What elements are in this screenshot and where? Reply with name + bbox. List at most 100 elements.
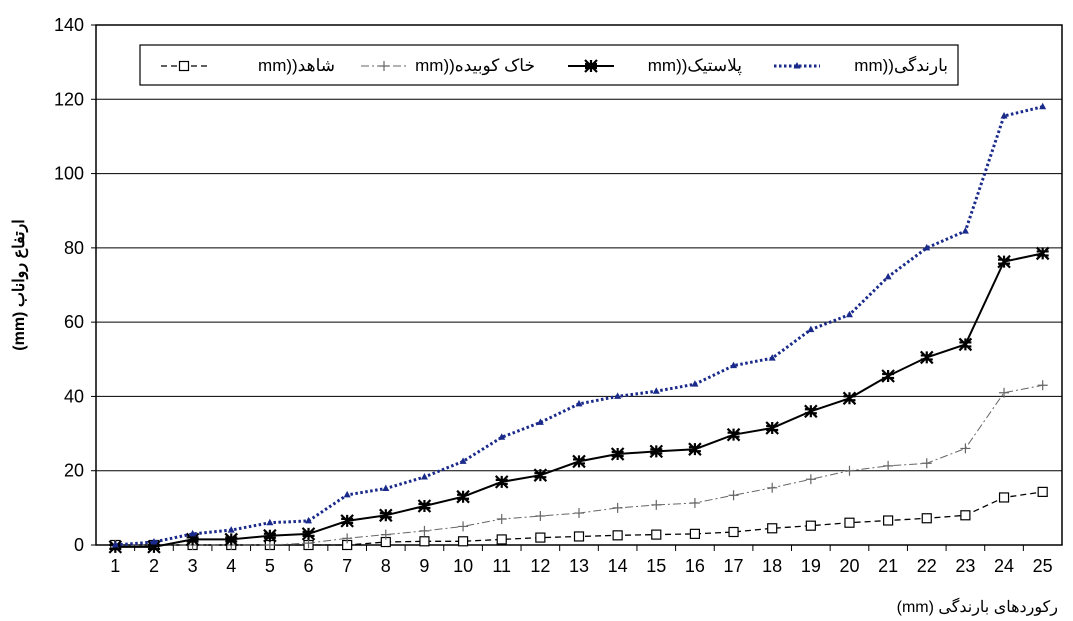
x-axis-title: رکوردهای بارندگی (mm) (897, 597, 1058, 616)
data-point (1037, 486, 1048, 497)
legend-item: شاهد((mm (161, 56, 335, 75)
data-point (380, 529, 391, 540)
data-point (494, 475, 509, 489)
x-tick-label: 17 (724, 556, 744, 576)
y-tick-label: 100 (54, 164, 84, 184)
data-point (150, 538, 158, 545)
data-point (536, 418, 544, 425)
series-3 (108, 246, 1050, 554)
data-point (584, 59, 598, 73)
data-point (844, 517, 855, 528)
data-point (456, 489, 470, 504)
x-tick-label: 18 (762, 556, 782, 576)
plot-area-border (95, 24, 1063, 546)
data-point (459, 457, 467, 464)
data-point (960, 510, 971, 521)
x-tick-label: 15 (646, 556, 666, 576)
legend-box (139, 44, 959, 86)
data-point (842, 391, 857, 406)
data-point (884, 272, 892, 280)
grid-lines (96, 98, 1062, 472)
x-tick-label: 11 (492, 556, 511, 576)
data-point (263, 528, 277, 543)
data-point (535, 511, 546, 522)
data-point (574, 508, 584, 519)
data-point (572, 454, 586, 469)
data-point (960, 443, 971, 454)
data-point (498, 433, 506, 440)
legend-label: پلاستیک((mm (648, 56, 743, 76)
data-point (535, 532, 546, 543)
data-point (178, 60, 190, 72)
y-axis-title: ارتفاع رواناب (mm) (11, 219, 29, 350)
legend: شاهد((mm خاک کوبیده((mm پلاستیک((mm بارندگی… (139, 44, 959, 86)
series-layer (108, 102, 1050, 554)
x-tick-label: 22 (917, 556, 937, 576)
data-point (804, 404, 818, 419)
data-point (185, 532, 200, 547)
x-tick-label: 10 (453, 556, 473, 576)
series-1 (110, 486, 1048, 551)
data-point (726, 427, 741, 442)
data-point (961, 227, 969, 234)
data-point (420, 473, 428, 480)
data-point (765, 421, 779, 435)
data-point (340, 514, 354, 528)
data-point (612, 530, 623, 541)
x-tick-label: 9 (419, 556, 429, 576)
x-tick-label: 16 (685, 556, 705, 576)
data-point (649, 444, 664, 459)
data-point (458, 521, 469, 532)
y-tick-label: 80 (64, 238, 84, 258)
x-tick-label: 7 (342, 556, 352, 576)
data-point (382, 484, 390, 492)
data-point (652, 387, 660, 394)
data-point (496, 534, 507, 545)
y-axis-ticks: 0 20 40 60 80 100 120 140 (54, 15, 96, 555)
data-point (805, 474, 816, 485)
data-point (266, 518, 274, 526)
data-point (807, 325, 815, 333)
data-point (342, 533, 353, 544)
data-point (189, 529, 197, 537)
x-tick-label: 14 (608, 556, 628, 576)
x-tick-label: 8 (381, 556, 391, 576)
legend-label: خاک کوبیده((mm (415, 56, 535, 76)
data-point (1039, 102, 1047, 110)
data-point (379, 61, 389, 71)
data-point (689, 528, 701, 539)
x-tick-label: 23 (955, 556, 975, 576)
data-point (612, 502, 623, 513)
data-point (457, 536, 469, 547)
legend-item: پلاستیک((mm (568, 56, 742, 76)
y-tick-label: 0 (74, 535, 84, 555)
data-point (379, 508, 393, 523)
data-point (730, 361, 738, 369)
series-line (115, 105, 1044, 547)
data-point (958, 337, 973, 352)
data-point (533, 468, 548, 482)
x-tick-label: 19 (801, 556, 821, 576)
data-point (768, 354, 776, 361)
data-point (883, 515, 894, 526)
data-point (301, 527, 316, 541)
data-point (923, 243, 931, 251)
x-tick-label: 6 (304, 556, 314, 576)
data-point (1000, 112, 1008, 119)
data-point (305, 516, 313, 524)
data-point (614, 392, 622, 399)
data-point (997, 254, 1011, 269)
data-point (1035, 246, 1050, 261)
x-tick-label: 24 (994, 556, 1014, 576)
data-point (651, 499, 662, 510)
data-point (728, 526, 739, 538)
data-point (419, 536, 430, 547)
x-tick-label: 3 (188, 556, 198, 576)
y-tick-label: 40 (64, 386, 84, 406)
data-point (767, 523, 778, 534)
data-point (921, 458, 932, 469)
y-tick-label: 20 (64, 461, 84, 481)
x-tick-label: 20 (839, 556, 859, 576)
data-point (767, 482, 778, 493)
